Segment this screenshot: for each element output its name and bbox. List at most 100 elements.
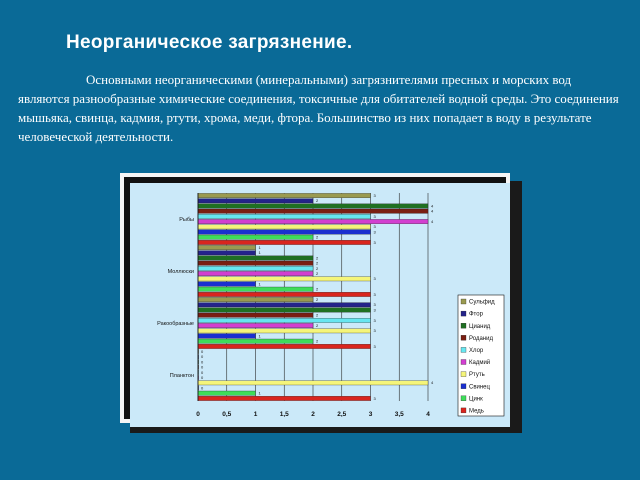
data-label: 2 [316, 235, 319, 240]
data-label: 2 [316, 339, 319, 344]
bar [197, 396, 371, 401]
bar [197, 292, 371, 297]
data-label: 0 [201, 354, 204, 359]
data-label: 2 [316, 313, 319, 318]
data-label: 4 [431, 219, 434, 224]
bar [197, 229, 371, 235]
x-tick-label: 0,5 [222, 411, 231, 418]
bar [197, 302, 371, 308]
data-label: 2 [316, 266, 319, 271]
legend-label: Цианид [469, 324, 491, 330]
data-label: 3 [374, 240, 377, 245]
x-tick-label: 1 [254, 411, 258, 418]
data-label: 2 [316, 271, 319, 276]
bar [197, 266, 314, 271]
legend-label: Цинк [469, 396, 483, 402]
data-label: 2 [316, 198, 319, 203]
data-label: 1 [259, 391, 262, 396]
bar [197, 219, 429, 224]
data-label: 2 [316, 297, 319, 302]
legend-label: Ртуть [469, 372, 485, 378]
data-label: 0 [201, 365, 204, 370]
data-label: 2 [316, 255, 319, 260]
bar [197, 276, 371, 282]
slide-title: Неорганическое загрязнение. [66, 32, 353, 53]
bar [197, 224, 371, 230]
bar [197, 250, 256, 256]
bar [197, 297, 314, 302]
legend-swatch [460, 298, 467, 305]
legend-label: Медь [469, 409, 484, 415]
legend-swatch [460, 347, 467, 353]
bar [197, 214, 371, 219]
bar [197, 286, 314, 292]
data-label: 1 [259, 250, 262, 255]
data-label: 2 [316, 287, 319, 292]
data-label: 2 [316, 323, 319, 328]
data-label: 3 [374, 396, 377, 401]
bar [197, 323, 314, 328]
data-label: 3 [374, 214, 377, 219]
data-label: 3 [374, 328, 377, 333]
legend-label: Сульфид [469, 300, 495, 306]
data-label: 4 [431, 203, 434, 208]
x-tick-label: 0 [196, 411, 200, 418]
chart: 0 0,5 1 1,5 2 2,5 3 3,5 4 3 2 4 4 3 4 3 3 2 3 Рыбы 1 1 2 2 2 2 3 1 2… [120, 173, 522, 433]
x-tick-label: 1,5 [280, 411, 289, 418]
bar [197, 380, 429, 386]
data-label: 3 [374, 318, 377, 323]
data-label: 0 [201, 349, 204, 354]
legend-label: Роданид [469, 336, 493, 342]
bar [197, 260, 314, 266]
data-label: 0 [201, 385, 204, 390]
data-label: 2 [316, 261, 319, 266]
legend-swatch [460, 395, 467, 401]
legend-swatch [460, 335, 467, 341]
data-label: 3 [374, 307, 377, 312]
category-label: Планктон [170, 373, 194, 379]
data-label: 3 [374, 292, 377, 297]
legend-swatch [460, 323, 467, 329]
bar [197, 245, 256, 250]
bar [197, 198, 314, 204]
data-label: 3 [374, 229, 377, 234]
data-label: 1 [259, 245, 262, 250]
data-label: 3 [374, 302, 377, 307]
legend-label: Кадмий [469, 359, 490, 366]
bar [197, 281, 256, 287]
data-label: 0 [201, 370, 204, 375]
bar [197, 333, 256, 339]
x-tick-label: 4 [426, 411, 430, 418]
bar-chart-svg: 0 0,5 1 1,5 2 2,5 3 3,5 43244343323Рыбы112222312… [130, 183, 510, 427]
legend-swatch [460, 310, 467, 317]
x-tick-label: 3 [369, 411, 373, 418]
legend-swatch [460, 383, 467, 389]
bar [197, 208, 429, 214]
data-label: 3 [374, 344, 377, 349]
category-label: Моллюски [168, 269, 194, 275]
bar [197, 307, 371, 313]
bar [197, 203, 429, 209]
data-label: 3 [374, 276, 377, 281]
category-label: Рыбы [179, 217, 194, 223]
x-tick-label: 2 [311, 411, 315, 418]
bar [197, 193, 371, 198]
legend-label: Фтор [469, 312, 484, 318]
legend-swatch [460, 407, 467, 414]
data-label: 3 [374, 193, 377, 198]
slide-paragraph: Основными неорганическими (минеральными)… [18, 72, 619, 144]
legend-swatch [460, 359, 467, 365]
legend-label: Свинец [469, 384, 491, 390]
x-tick-label: 2,5 [337, 411, 346, 418]
data-label: 0 [201, 359, 204, 364]
bar [197, 240, 371, 245]
data-label: 3 [374, 224, 377, 229]
bar [197, 271, 314, 276]
data-label: 1 [259, 281, 262, 286]
bar [197, 328, 371, 334]
bar [197, 312, 314, 318]
category-label: Ракообразные [157, 321, 194, 327]
data-label: 4 [431, 209, 434, 214]
data-label: 4 [431, 380, 434, 385]
x-tick-label: 3,5 [395, 411, 404, 418]
